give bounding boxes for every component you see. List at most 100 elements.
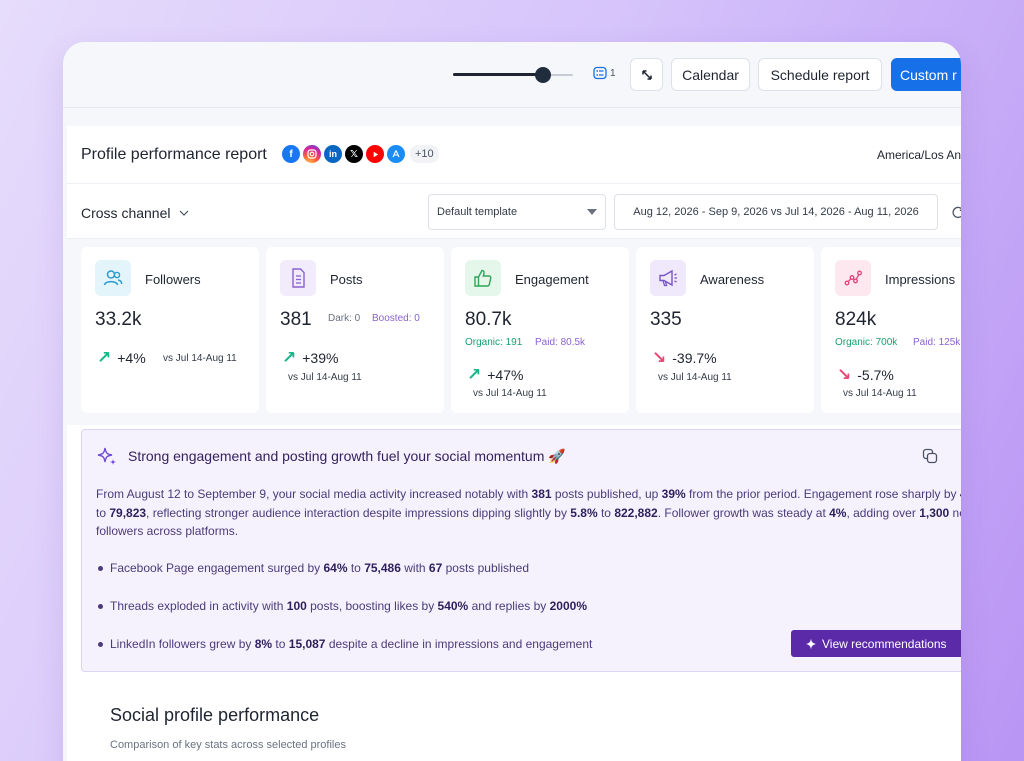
insight-headline: Strong engagement and posting growth fue… bbox=[128, 448, 566, 464]
toolbar: 1 Calendar Schedule report Custom r bbox=[63, 42, 961, 108]
comparison-period: vs Jul 14-Aug 11 bbox=[288, 372, 362, 383]
metric-change: -39.7% bbox=[672, 350, 717, 366]
metric-change: -5.7% bbox=[857, 367, 894, 383]
channel-selector-label: Cross channel bbox=[81, 205, 171, 221]
more-profiles-badge[interactable]: +10 bbox=[410, 145, 439, 163]
highlighted-stat: 2000% bbox=[549, 599, 587, 613]
metric-label: Impressions bbox=[885, 272, 956, 287]
document-icon bbox=[280, 260, 316, 296]
trend-up-icon: ↗ bbox=[467, 365, 482, 384]
youtube-icon bbox=[366, 145, 384, 163]
filter-count-label: 1 bbox=[610, 67, 616, 79]
metric-label: Posts bbox=[330, 272, 363, 287]
highlighted-stat: 8% bbox=[254, 637, 273, 651]
insight-summary: From August 12 to September 9, your soci… bbox=[96, 485, 961, 541]
schedule-report-button[interactable]: Schedule report bbox=[758, 58, 882, 91]
filter-count[interactable]: 1 bbox=[593, 66, 616, 80]
trend-down-icon: ↘ bbox=[652, 348, 667, 367]
metric-label: Followers bbox=[145, 272, 201, 287]
highlighted-stat: 45% bbox=[960, 487, 961, 501]
app-store-icon bbox=[387, 145, 405, 163]
section-title: Social profile performance bbox=[110, 705, 320, 725]
metric-card-posts[interactable]: Posts 381 Dark: 0 Boosted: 0 ↗ +39% vs J… bbox=[266, 247, 444, 413]
linkedin-icon: in bbox=[324, 145, 342, 163]
highlighted-stat: 39% bbox=[661, 487, 686, 501]
impressions-icon bbox=[835, 260, 871, 296]
view-recommendations-button[interactable]: View recommendations bbox=[791, 630, 961, 657]
followers-icon bbox=[95, 260, 131, 296]
highlighted-stat: 15,087 bbox=[288, 637, 326, 651]
slider-fill bbox=[453, 73, 543, 76]
megaphone-icon bbox=[650, 260, 686, 296]
thumbs-up-icon bbox=[465, 260, 501, 296]
metric-label: Awareness bbox=[700, 272, 765, 287]
custom-report-button[interactable]: Custom r bbox=[891, 58, 961, 91]
highlighted-stat: 381 bbox=[531, 487, 552, 501]
filter-row: Cross channel Default template Aug 12, 2… bbox=[67, 184, 961, 239]
chevron-down-icon bbox=[179, 210, 188, 216]
metric-trend: ↘ -5.7% bbox=[837, 365, 894, 385]
comparison-period: vs Jul 14-Aug 11 bbox=[163, 353, 237, 364]
metric-trend: ↗ +4% bbox=[97, 348, 146, 368]
trend-up-icon: ↗ bbox=[282, 348, 297, 367]
highlighted-stat: 5.8% bbox=[570, 505, 598, 520]
boosted-posts-count: Boosted: 0 bbox=[372, 313, 420, 324]
metric-change: +39% bbox=[302, 350, 339, 366]
profile-icons[interactable]: f in 𝕏 +10 bbox=[282, 145, 439, 163]
slider-knob[interactable] bbox=[535, 67, 551, 83]
organic-value: Organic: 700k bbox=[835, 337, 898, 348]
date-range-picker[interactable]: Aug 12, 2026 - Sep 9, 2026 vs Jul 14, 20… bbox=[614, 194, 938, 230]
metric-trend: ↘ -39.7% bbox=[652, 348, 717, 368]
highlighted-stat: 100 bbox=[286, 599, 307, 613]
section-subtitle: Comparison of key stats across selected … bbox=[110, 739, 346, 751]
trend-up-icon: ↗ bbox=[97, 348, 112, 367]
metric-cards: Followers 33.2k ↗ +4% vs Jul 14-Aug 11 P… bbox=[67, 239, 961, 425]
channel-selector[interactable]: Cross channel bbox=[81, 205, 189, 221]
template-select[interactable]: Default template bbox=[428, 194, 606, 230]
highlighted-stat: 79,823 bbox=[109, 505, 147, 520]
metric-value: 33.2k bbox=[95, 309, 142, 330]
calendar-button[interactable]: Calendar bbox=[671, 58, 750, 91]
collapse-button[interactable] bbox=[630, 58, 663, 91]
comparison-period: vs Jul 14-Aug 11 bbox=[473, 388, 547, 399]
metric-trend: ↗ +39% bbox=[282, 348, 338, 368]
insight-bullet: Threads exploded in activity with 100 po… bbox=[98, 599, 587, 613]
insight-bullet: Facebook Page engagement surged by 64% t… bbox=[97, 561, 530, 575]
x-icon: 𝕏 bbox=[345, 145, 363, 163]
page-title: Profile performance report bbox=[81, 146, 267, 163]
collapse-arrows-icon bbox=[641, 69, 652, 80]
copy-icon[interactable] bbox=[922, 448, 938, 467]
highlighted-stat: 4% bbox=[829, 505, 847, 520]
comparison-period: vs Jul 14-Aug 11 bbox=[658, 372, 732, 383]
sparkle-icon bbox=[806, 638, 816, 649]
report-header: Profile performance report f in 𝕏 +10 Am… bbox=[67, 126, 961, 184]
metric-change: +47% bbox=[487, 367, 524, 383]
highlighted-stat: 67 bbox=[428, 561, 443, 575]
facebook-icon: f bbox=[282, 145, 300, 163]
metric-card-awareness[interactable]: Awareness 335 ↘ -39.7% vs Jul 14-Aug 11 bbox=[636, 247, 814, 413]
filter-list-icon bbox=[593, 66, 607, 80]
metric-trend: ↗ +47% bbox=[467, 365, 523, 385]
metric-value: 80.7k bbox=[465, 309, 512, 330]
highlighted-stat: 75,486 bbox=[364, 561, 401, 575]
timezone-label[interactable]: America/Los An bbox=[877, 148, 961, 162]
zoom-slider[interactable] bbox=[453, 67, 573, 83]
insight-bullet: LinkedIn followers grew by 8% to 15,087 … bbox=[97, 637, 593, 651]
metric-value: 381 bbox=[280, 309, 312, 330]
view-recommendations-label: View recommendations bbox=[822, 636, 947, 651]
highlighted-stat: 540% bbox=[437, 599, 469, 613]
metric-change: +4% bbox=[117, 350, 146, 366]
paid-value: Paid: 80.5k bbox=[535, 337, 586, 348]
metric-card-followers[interactable]: Followers 33.2k ↗ +4% vs Jul 14-Aug 11 bbox=[81, 247, 259, 413]
metric-value: 824k bbox=[835, 309, 877, 330]
highlighted-stat: 64% bbox=[323, 561, 348, 575]
metric-label: Engagement bbox=[515, 272, 589, 287]
comparison-period: vs Jul 14-Aug 11 bbox=[843, 388, 917, 399]
report-content: Profile performance report f in 𝕏 +10 Am… bbox=[67, 126, 961, 761]
trend-down-icon: ↘ bbox=[837, 365, 852, 384]
metric-card-engagement[interactable]: Engagement 80.7k Organic: 191 Paid: 80.5… bbox=[451, 247, 629, 413]
highlighted-stat: 822,882 bbox=[614, 505, 658, 520]
refresh-icon[interactable] bbox=[951, 205, 961, 222]
metric-card-impressions[interactable]: Impressions 824k Organic: 700k Paid: 125… bbox=[821, 247, 961, 413]
organic-value: Organic: 191 bbox=[465, 337, 523, 348]
